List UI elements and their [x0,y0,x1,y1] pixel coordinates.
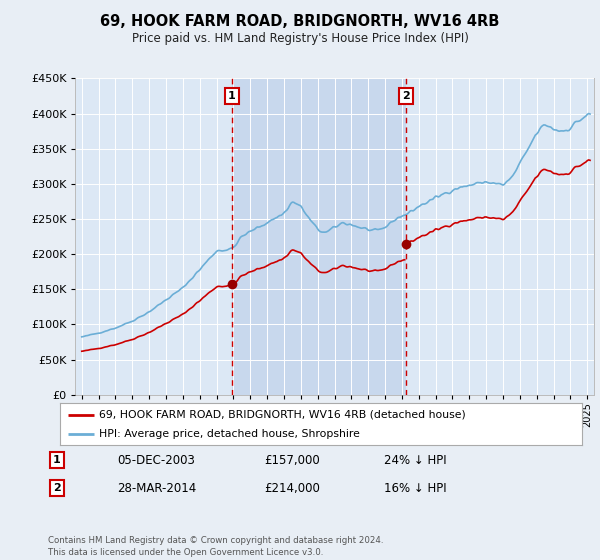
Text: 24% ↓ HPI: 24% ↓ HPI [384,454,446,467]
Text: 2: 2 [402,91,410,101]
Text: 05-DEC-2003: 05-DEC-2003 [117,454,195,467]
Text: £157,000: £157,000 [264,454,320,467]
Text: 69, HOOK FARM ROAD, BRIDGNORTH, WV16 4RB (detached house): 69, HOOK FARM ROAD, BRIDGNORTH, WV16 4RB… [99,409,466,419]
Text: £214,000: £214,000 [264,482,320,495]
Text: Price paid vs. HM Land Registry's House Price Index (HPI): Price paid vs. HM Land Registry's House … [131,32,469,45]
Text: 16% ↓ HPI: 16% ↓ HPI [384,482,446,495]
Text: Contains HM Land Registry data © Crown copyright and database right 2024.
This d: Contains HM Land Registry data © Crown c… [48,536,383,557]
Text: 28-MAR-2014: 28-MAR-2014 [117,482,196,495]
Bar [232,78,406,395]
Text: HPI: Average price, detached house, Shropshire: HPI: Average price, detached house, Shro… [99,429,360,439]
Text: 1: 1 [228,91,236,101]
Text: 69, HOOK FARM ROAD, BRIDGNORTH, WV16 4RB: 69, HOOK FARM ROAD, BRIDGNORTH, WV16 4RB [100,14,500,29]
Text: 2: 2 [53,483,61,493]
Text: 1: 1 [53,455,61,465]
